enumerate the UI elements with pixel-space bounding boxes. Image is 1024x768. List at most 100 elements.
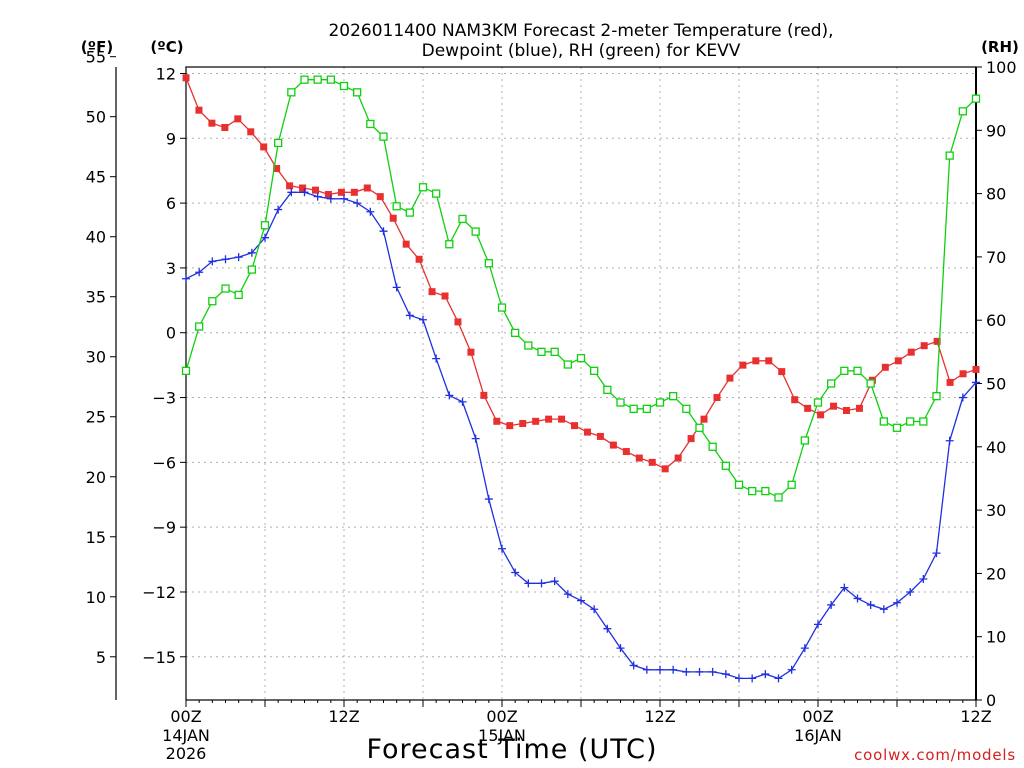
temperature-point bbox=[467, 348, 475, 356]
temperature-point bbox=[791, 396, 799, 404]
dewpoint-point bbox=[682, 667, 691, 676]
fahrenheit-tick-label: 40 bbox=[86, 228, 106, 247]
rh-tick-label: 20 bbox=[986, 564, 1006, 583]
rh-point bbox=[879, 417, 888, 426]
rh-point bbox=[590, 366, 599, 375]
rh-point bbox=[287, 88, 296, 97]
temperature-point bbox=[506, 422, 514, 430]
temperature-point bbox=[830, 402, 838, 410]
dewpoint-point bbox=[840, 583, 849, 592]
rh-point bbox=[366, 119, 375, 129]
rh-point bbox=[616, 398, 625, 407]
rh-point bbox=[260, 221, 270, 230]
rh-point bbox=[761, 486, 770, 496]
celsius-tick-label: −6 bbox=[152, 453, 176, 472]
fahrenheit-tick-label: 15 bbox=[86, 528, 106, 547]
dewpoint-point bbox=[524, 579, 533, 588]
temperature-point bbox=[532, 417, 540, 425]
celsius-unit-label: (ºC) bbox=[150, 38, 183, 56]
rh-point bbox=[326, 75, 335, 84]
temperature-point bbox=[376, 193, 384, 201]
rh-point bbox=[405, 208, 414, 217]
dewpoint-point bbox=[853, 594, 862, 603]
rh-point bbox=[537, 347, 546, 357]
dewpoint-point bbox=[906, 587, 915, 596]
dewpoint-point bbox=[498, 544, 506, 553]
temperature-point bbox=[454, 318, 462, 326]
temperature-point bbox=[726, 374, 734, 382]
rh-point bbox=[800, 436, 809, 445]
dewpoint-point bbox=[642, 665, 651, 674]
temperature-point bbox=[713, 394, 721, 402]
rh-point bbox=[906, 417, 915, 426]
temperature-point bbox=[765, 357, 773, 365]
rh-tick-label: 50 bbox=[986, 375, 1006, 394]
dewpoint-point bbox=[735, 674, 743, 683]
grid-layer bbox=[186, 67, 976, 700]
rh-point bbox=[655, 398, 665, 407]
celsius-tick-label: −9 bbox=[152, 518, 176, 537]
celsius-tick-label: −3 bbox=[152, 389, 176, 408]
rh-point bbox=[919, 417, 928, 426]
dewpoint-point bbox=[353, 199, 362, 208]
dewpoint-point bbox=[313, 192, 322, 201]
fahrenheit-tick-label: 10 bbox=[86, 588, 106, 607]
rh-point bbox=[576, 354, 586, 363]
dewpoint-point bbox=[326, 194, 335, 203]
temperature-point bbox=[480, 391, 488, 399]
series-layer bbox=[181, 74, 981, 683]
rh-point bbox=[734, 480, 744, 489]
dewpoint-point bbox=[405, 311, 414, 320]
rh-point bbox=[300, 75, 309, 84]
temperature-point bbox=[312, 186, 320, 194]
celsius-tick-label: 12 bbox=[156, 64, 176, 83]
dewpoint-point bbox=[274, 205, 283, 214]
rh-point bbox=[945, 151, 954, 160]
temperature-point bbox=[402, 240, 410, 248]
plot-frame bbox=[185, 66, 977, 701]
dewpoint-point bbox=[879, 605, 888, 614]
rh-point bbox=[497, 303, 507, 312]
rh-point bbox=[418, 183, 428, 192]
rh-point bbox=[629, 404, 638, 413]
temperature-point bbox=[661, 465, 669, 473]
celsius-tick-label: −12 bbox=[142, 583, 176, 602]
temperature-point bbox=[195, 106, 203, 114]
temperature-point bbox=[260, 143, 268, 151]
temperature-point bbox=[583, 428, 591, 436]
celsius-tick-label: −15 bbox=[142, 648, 176, 667]
rh-point bbox=[958, 107, 967, 116]
rh-point bbox=[511, 328, 520, 338]
dewpoint-point bbox=[247, 248, 256, 257]
temperature-point bbox=[350, 188, 358, 196]
rh-point bbox=[353, 88, 362, 97]
temperature-point bbox=[959, 370, 967, 378]
rh-point bbox=[721, 461, 730, 470]
rh-point bbox=[274, 138, 283, 148]
dewpoint-point bbox=[195, 268, 204, 277]
rh-point bbox=[853, 366, 862, 375]
temperature-point bbox=[648, 458, 656, 466]
chart-title-line1: 2026011400 NAM3KM Forecast 2-meter Tempe… bbox=[328, 21, 833, 41]
dewpoint-point bbox=[629, 661, 638, 670]
dewpoint-point bbox=[366, 207, 375, 216]
rh-point bbox=[563, 360, 572, 369]
dewpoint-point bbox=[234, 253, 243, 262]
temperature-point bbox=[674, 454, 682, 462]
rh-point bbox=[181, 366, 191, 375]
rh-point bbox=[866, 379, 875, 388]
temperature-point bbox=[299, 184, 307, 192]
temperature-point bbox=[519, 419, 527, 427]
temperature-point bbox=[739, 361, 747, 369]
dewpoint-point bbox=[445, 391, 454, 400]
rh-tick-label: 80 bbox=[986, 185, 1006, 204]
rh-point bbox=[695, 423, 704, 432]
rh-point bbox=[774, 493, 783, 502]
dewpoint-point bbox=[972, 378, 980, 387]
dewpoint-point bbox=[603, 624, 612, 633]
rh-point bbox=[603, 385, 612, 394]
rh-point bbox=[840, 366, 849, 375]
dewpoint-point bbox=[379, 227, 388, 236]
x-tick-date: 15JAN bbox=[478, 726, 526, 745]
